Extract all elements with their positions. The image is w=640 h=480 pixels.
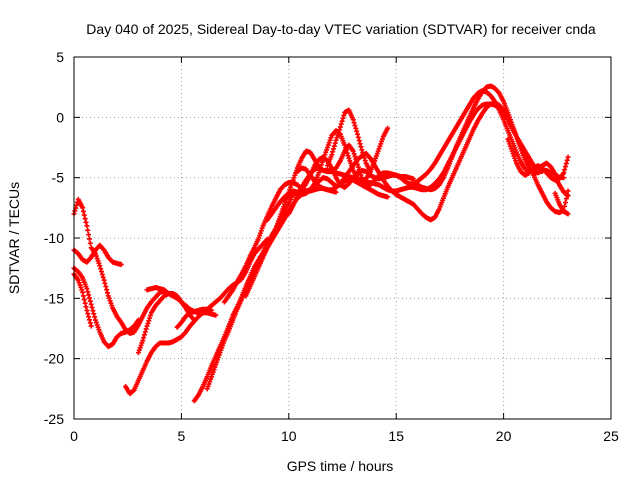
x-tick-label: 10 <box>281 428 297 444</box>
series-markers <box>410 83 571 199</box>
series-markers <box>505 136 571 183</box>
series-markers <box>174 306 214 330</box>
x-tick-label: 15 <box>388 428 404 444</box>
series-arc-6 <box>135 291 197 356</box>
x-tick-label: 5 <box>178 428 186 444</box>
data-points <box>71 83 571 404</box>
series-markers <box>243 101 545 299</box>
x-axis-label: GPS time / hours <box>287 458 394 474</box>
y-tick-label: -20 <box>44 351 64 367</box>
series-arc-12 <box>243 101 545 299</box>
series-arc-8 <box>174 306 214 330</box>
chart-title: Day 040 of 2025, Sidereal Day-to-day VTE… <box>86 21 596 37</box>
y-tick-label: -10 <box>44 230 64 246</box>
series-arc-19 <box>505 136 571 183</box>
series-markers <box>294 100 571 223</box>
x-tick-label: 25 <box>603 428 619 444</box>
series-arc-17 <box>324 107 373 175</box>
axis-ticks: 0 5 10 15 20 25 -25 -20 -15 -10 -5 0 5 <box>44 49 619 444</box>
series-markers <box>135 291 197 356</box>
series-arc-18 <box>410 83 571 199</box>
y-tick-label: -5 <box>52 170 65 186</box>
x-tick-label: 0 <box>70 428 78 444</box>
series-arc-20 <box>552 190 571 217</box>
y-tick-label: 0 <box>56 109 64 125</box>
series-markers <box>552 190 571 217</box>
series-markers <box>71 265 141 350</box>
y-tick-label: -25 <box>44 411 64 427</box>
series-arc-2 <box>71 265 141 350</box>
series-markers <box>324 107 373 175</box>
x-tick-label: 20 <box>496 428 512 444</box>
y-tick-label: 5 <box>56 49 64 65</box>
y-axis-label: SDTVAR / TECUs <box>6 182 22 294</box>
y-tick-label: -15 <box>44 290 64 306</box>
grid-lines <box>74 57 611 419</box>
series-arc-16 <box>294 100 571 223</box>
